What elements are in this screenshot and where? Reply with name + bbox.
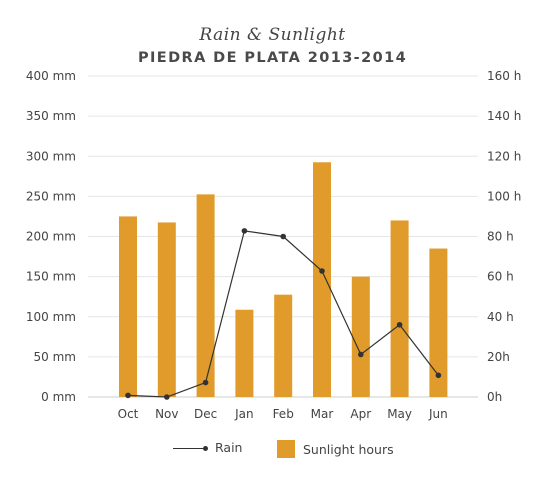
rain-point: [125, 392, 131, 399]
rain-point: [319, 268, 325, 274]
y-right-tick-label: 60 h: [487, 270, 514, 284]
rain-line-series: [125, 228, 442, 400]
chart-subtitle: PIEDRA DE PLATA 2013-2014: [137, 50, 408, 66]
y-right-tick-label: 0h: [487, 390, 502, 404]
chart-title: Rain & Sunlight: [199, 25, 346, 45]
x-tick-label: Oct: [118, 407, 139, 421]
rain-point: [164, 394, 170, 400]
sunlight-bar: [429, 248, 448, 397]
legend-label-rain: Rain: [215, 440, 243, 455]
x-tick-label: Dec: [194, 407, 217, 421]
chart-title-block: Rain & Sunlight PIEDRA DE PLATA 2013-201…: [0, 24, 545, 68]
grid-lines: [88, 75, 478, 398]
rain-point: [358, 351, 364, 358]
x-tick-label: Feb: [273, 407, 294, 421]
sunlight-bar: [119, 216, 137, 397]
sunlight-bar-swatch-icon: [277, 440, 295, 458]
y-left-tick-label: 100 mm: [26, 310, 76, 324]
chart-legend: Rain Sunlight hours: [0, 440, 545, 462]
sunlight-bar: [390, 220, 409, 397]
axis-labels: 0 mm 0h 50 mm 20h 100 mm 40 h 150 mm 60 h 200 mm…: [26, 69, 521, 421]
y-left-tick-label: 0 mm: [41, 390, 76, 404]
y-right-tick-label: 100 h: [487, 189, 521, 203]
legend-item-rain: Rain: [173, 440, 242, 455]
sunlight-bar: [235, 309, 254, 397]
rain-point: [396, 321, 403, 328]
x-tick-label: Jan: [234, 407, 254, 421]
rain-point: [202, 379, 209, 386]
y-left-tick-label: 250 mm: [26, 189, 76, 203]
rain-point: [280, 233, 287, 240]
x-tick-label: May: [387, 407, 412, 421]
y-left-tick-label: 300 mm: [26, 149, 76, 163]
sunlight-bars: [119, 162, 448, 397]
y-left-tick-label: 150 mm: [26, 270, 76, 284]
y-right-tick-label: 80 h: [487, 230, 514, 244]
y-right-tick-label: 20h: [487, 350, 510, 364]
y-left-tick-label: 50 mm: [34, 350, 76, 364]
y-right-tick-label: 40 h: [487, 310, 514, 324]
x-tick-label: Nov: [155, 407, 178, 421]
legend-item-sunlight: Sunlight hours: [277, 440, 394, 458]
x-tick-label: Apr: [350, 407, 371, 421]
sunlight-bar: [274, 294, 293, 397]
rain-point: [241, 228, 248, 234]
y-right-tick-label: 120 h: [487, 149, 521, 163]
rain-point: [435, 372, 442, 379]
y-right-tick-label: 140 h: [487, 109, 521, 123]
x-tick-label: Jun: [428, 407, 448, 421]
x-tick-label: Mar: [311, 407, 334, 421]
y-left-tick-label: 200 mm: [26, 230, 76, 244]
y-right-tick-label: 160 h: [487, 69, 521, 83]
sunlight-bar: [157, 222, 176, 397]
sunlight-bar: [196, 194, 215, 397]
rain-line-swatch-icon: [173, 441, 208, 455]
y-left-tick-label: 350 mm: [26, 109, 76, 123]
legend-label-sunlight: Sunlight hours: [303, 441, 394, 457]
sunlight-bar: [313, 162, 331, 397]
y-left-tick-label: 400 mm: [26, 69, 76, 83]
sunlight-bar: [351, 276, 370, 397]
